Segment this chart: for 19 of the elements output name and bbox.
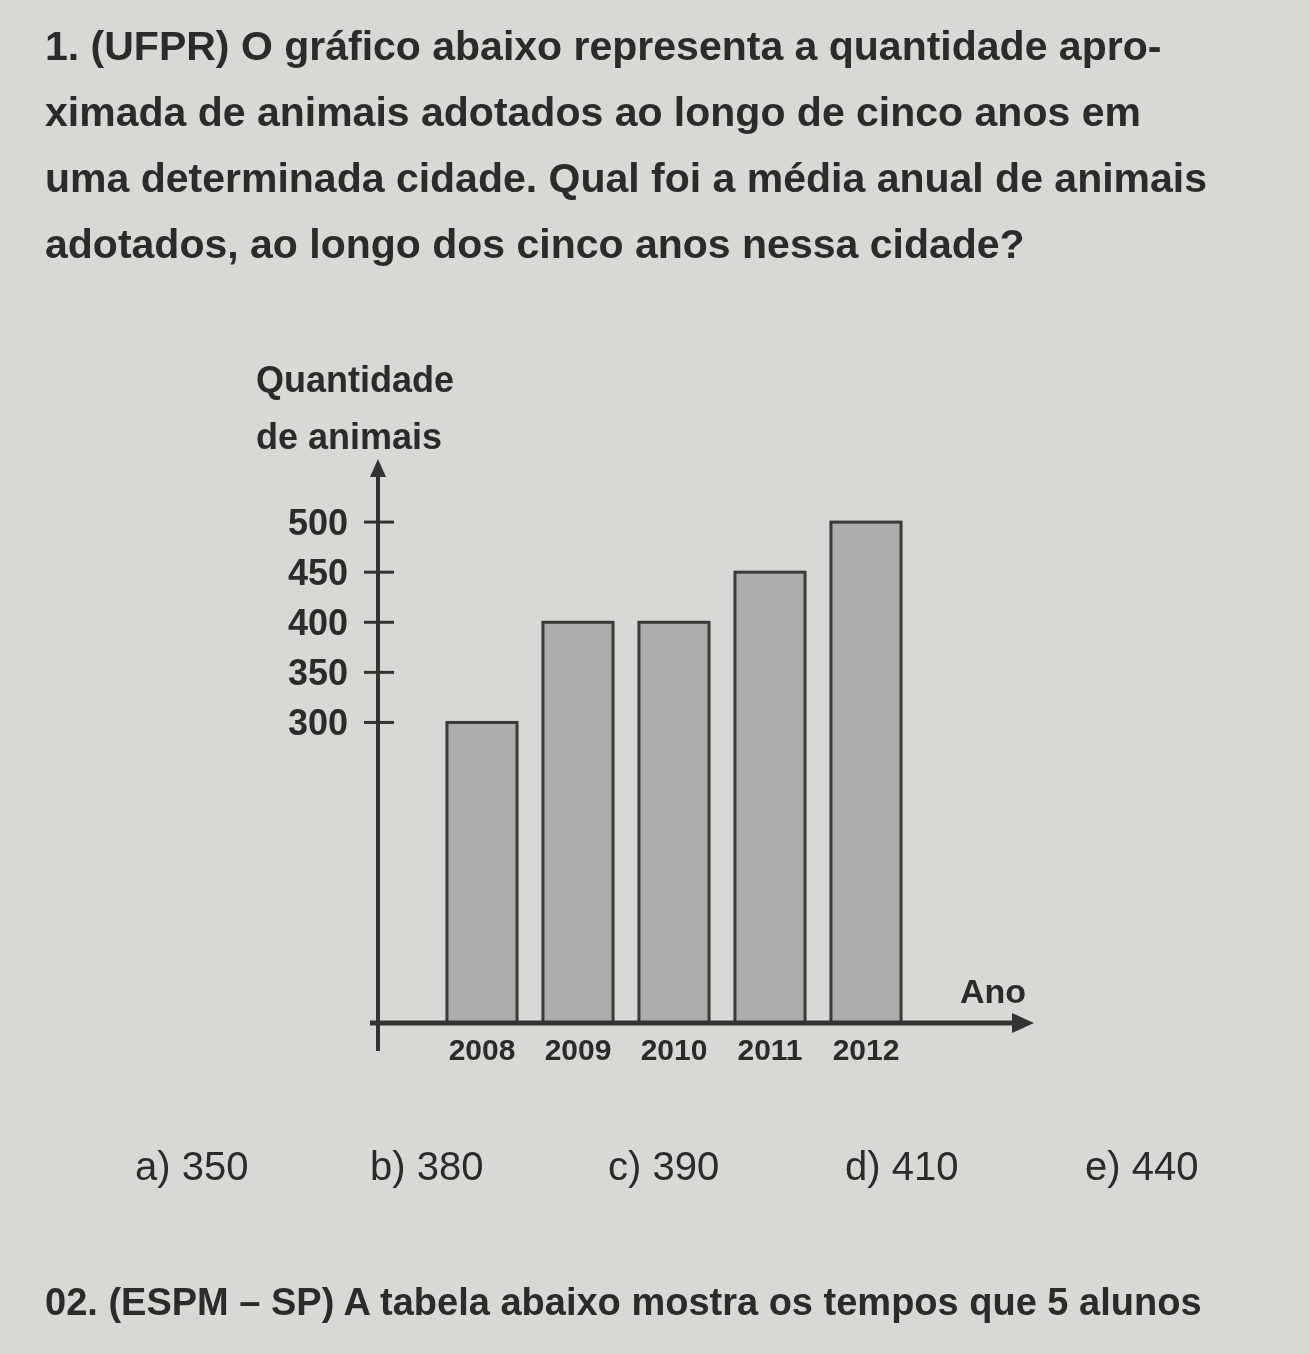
- text: b) 380: [370, 1144, 484, 1188]
- x-tick-label: 2011: [737, 1033, 803, 1066]
- text: c) 390: [608, 1144, 720, 1188]
- y-tick-label: 450: [287, 551, 348, 593]
- y-axis-title: Quantidade de animais: [256, 359, 455, 457]
- text: a) 350: [135, 1144, 249, 1188]
- text: 02. (ESPM – SP) A tabela abaixo mostra os tempos que 5 alunos: [45, 1281, 1202, 1323]
- x-axis-title: Ano: [960, 972, 1027, 1010]
- y-tick-label: 300: [287, 701, 348, 743]
- x-tick-label: 2010: [640, 1033, 708, 1066]
- x-tick-label: 2012: [832, 1033, 900, 1066]
- chart-title: 1. (UFPR) O gráfico abaixo representa a quantidade apro- ximada de animais adotados ao longo de cinco anos em uma determinada cidade. Qual foi a média anual de animais adotados, ao longo dos cinco anos nessa cidade?: [45, 23, 1208, 267]
- text: d) 410: [845, 1144, 959, 1188]
- y-tick-label: 400: [287, 601, 348, 643]
- y-tick-label: 500: [287, 501, 348, 543]
- y-tick-label: 350: [287, 651, 348, 693]
- x-tick-label: 2009: [544, 1033, 612, 1066]
- text: e) 440: [1085, 1144, 1199, 1188]
- x-tick-label: 2008: [448, 1033, 516, 1066]
